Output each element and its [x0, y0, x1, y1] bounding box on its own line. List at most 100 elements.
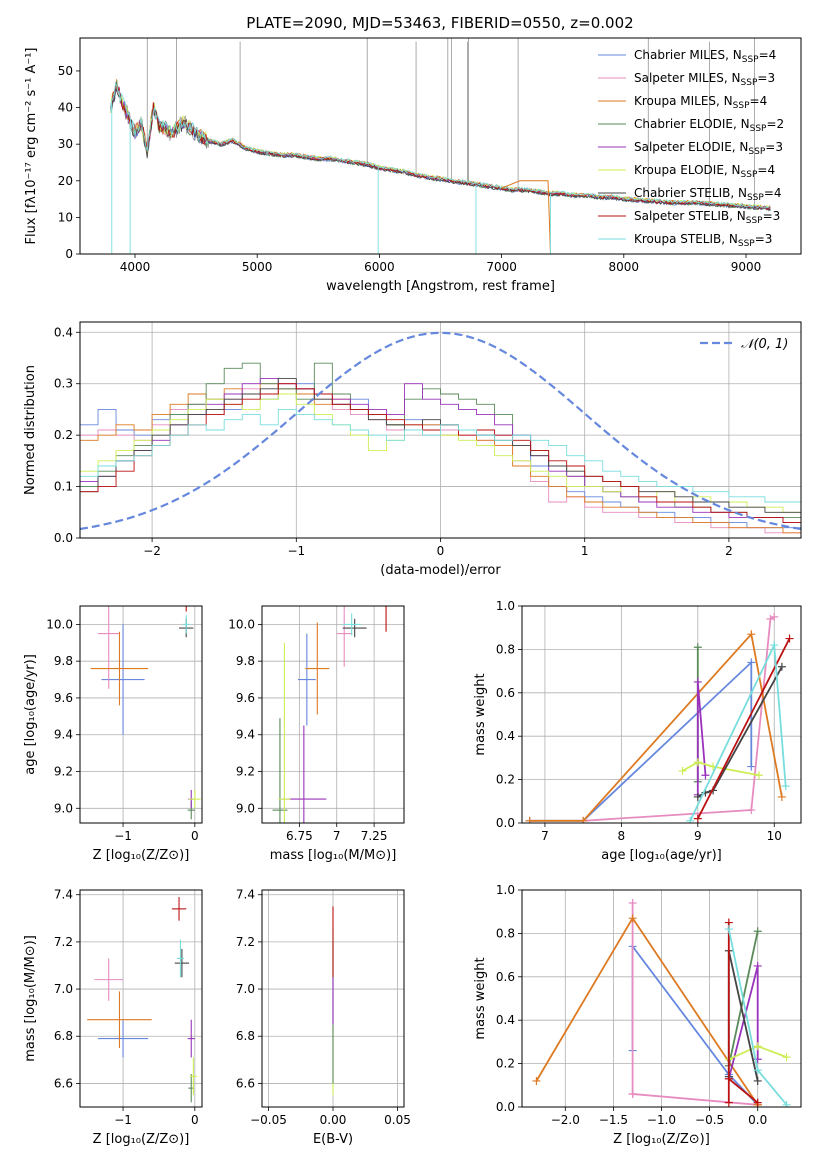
y-tick-label: 0.3: [54, 377, 73, 391]
mass-weight-marker: [766, 615, 775, 624]
x-tick-label: 0.05: [384, 1113, 411, 1127]
x-tick-label: −2.0: [551, 1113, 580, 1127]
mass-weight-lines: [525, 612, 794, 823]
x-tick-label: −1: [114, 1113, 132, 1127]
x-tick-label: 0.00: [320, 1113, 347, 1127]
y-axis-label: mass weight: [473, 957, 488, 1039]
legend-text: Salpeter ELODIE, N: [634, 140, 748, 154]
axes-age_vs_mass: 6.75 7 7.25 9.0 9.2 9.4 9.6 9.8 10.0 mass [log₁₀(…: [228, 605, 405, 863]
y-tick-label: 0.0: [54, 531, 73, 545]
x-tick-label: 7: [333, 829, 341, 843]
legend-text: =4: [750, 94, 768, 108]
x-tick-label: 2: [725, 544, 733, 558]
y-tick-label: 7.4: [236, 888, 255, 902]
legend-text: =4: [759, 48, 777, 62]
mass-weight-marker: [777, 792, 786, 801]
legend-entry: Salpeter MILES, NSSP=3: [634, 71, 775, 88]
y-tick-label: 9.2: [54, 765, 73, 779]
axes-frame: [261, 605, 405, 824]
mass-weight-marker: [686, 816, 695, 823]
legend-entry: Salpeter ELODIE, NSSP=3: [634, 140, 783, 157]
axes-frame: [79, 605, 203, 824]
mass-weight-marker: [693, 792, 702, 801]
legend-text: =3: [757, 71, 775, 85]
legend-subscript: SSP: [748, 147, 765, 157]
y-axis-label: age [log₁₀(age/yr)]: [23, 654, 38, 775]
mass-weight-marker: [747, 762, 756, 771]
legend-entry: Chabrier STELIB, NSSP=4: [634, 186, 782, 203]
x-tick-label: −1: [287, 544, 305, 558]
y-tick-label: 7.2: [236, 935, 255, 949]
y-tick-label: 0.4: [496, 729, 515, 743]
mass-weight-marker: [782, 1100, 791, 1107]
legend-text: =3: [765, 140, 783, 154]
x-tick-label: −1: [114, 829, 132, 843]
plot-layer: 4000 5000 6000 7000 8000 900001020304050wavel…: [23, 37, 802, 1147]
y-tick-label: 1.0: [496, 599, 515, 613]
x-tick-label: 7: [541, 829, 549, 843]
y-axis-label: Flux [fλ10⁻¹⁷ erg cm⁻² s⁻¹ A⁻¹]: [24, 48, 39, 245]
legend-text: =3: [763, 209, 781, 223]
legend-entry: Chabrier MILES, NSSP=4: [634, 48, 776, 65]
legend-text: =2: [766, 117, 784, 131]
histogram-lines: [80, 331, 801, 534]
legend-subscript: SSP: [741, 78, 758, 88]
legend-text: Chabrier ELODIE, N: [634, 117, 750, 131]
legend-entry: Salpeter STELIB, NSSP=3: [634, 209, 780, 226]
axes-frame: [521, 605, 802, 824]
y-tick-label: 0.2: [496, 773, 515, 787]
y-tick-label: 0.2: [496, 1057, 515, 1071]
y-tick-label: 9.2: [236, 765, 255, 779]
legend-entry: Chabrier ELODIE, NSSP=2: [634, 117, 784, 134]
x-tick-label: 8000: [609, 260, 640, 274]
y-tick-label: 6.6: [54, 1076, 73, 1090]
y-tick-label: 10.0: [228, 617, 255, 631]
mass-weight-marker: [693, 677, 702, 686]
axes-massweight_vs_age: 7 8 9 10 0.0 0.2 0.4 0.6 0.8 1.0 age [log₁₀(age/yr…: [473, 599, 802, 863]
mass-weight-marker: [628, 899, 637, 908]
y-tick-label: 0.8: [496, 642, 515, 656]
mass-weight-marker: [724, 1074, 733, 1083]
mass-weight-marker: [701, 771, 710, 780]
mass-weight-line: [696, 638, 791, 820]
mass-weight-marker: [693, 643, 702, 652]
mass-weight-marker: [525, 816, 534, 823]
legend-subscript: SSP: [750, 124, 767, 134]
histogram-step-line: [80, 408, 801, 503]
mass-weight-marker: [579, 816, 588, 823]
model-spectrum-line: [110, 86, 771, 212]
axes-frame: [521, 889, 802, 1108]
x-tick-label: 0: [191, 1113, 199, 1127]
x-axis-label: mass [log₁₀(M/M⊙)]: [270, 848, 397, 863]
axes-massweight_vs_Z: −2.0 −1.5 −1.0 −0.5 0.0 0.0 0.2 0.4 0.6 0.8 1.0 Z […: [473, 883, 802, 1147]
mass-weight-marker: [747, 630, 756, 639]
residual-legend: 𝒩(0, 1): [700, 337, 788, 352]
legend-subscript: SSP: [738, 239, 755, 249]
legend-text: =4: [764, 186, 782, 200]
x-tick-label: −2: [143, 544, 161, 558]
legend-text: Kroupa ELODIE, N: [634, 163, 741, 177]
mass-weight-marker: [628, 1089, 637, 1098]
legend-text: Chabrier MILES, N: [634, 48, 742, 62]
axes-frame: [79, 37, 802, 255]
y-tick-label: 9.8: [54, 654, 73, 668]
x-tick-label: −1.0: [647, 1113, 676, 1127]
y-tick-label: 9.6: [54, 691, 73, 705]
mass-weight-line: [682, 761, 760, 777]
mass-weight-marker: [777, 662, 786, 671]
x-tick-label: 1: [581, 544, 589, 558]
x-tick-label: 0: [437, 544, 445, 558]
axes-residuals: −2 −1 0 1 2 0.0 0.1 0.2 0.3 0.4 (data-model)/error…: [23, 321, 802, 578]
y-tick-label: 9.8: [236, 654, 255, 668]
x-axis-label: (data-model)/error: [380, 563, 501, 578]
mass-weight-marker: [628, 914, 637, 923]
mass-weight-line: [696, 681, 707, 795]
mass-weight-marker: [747, 805, 756, 814]
y-tick-label: 0.4: [496, 1013, 515, 1027]
y-tick-label: 0.6: [496, 970, 515, 984]
mass-weight-marker: [724, 925, 733, 934]
legend-text: Kroupa MILES, N: [634, 94, 733, 108]
errorbar-points: [87, 897, 197, 1103]
y-tick-label: 6.6: [236, 1076, 255, 1090]
y-tick-label: 40: [58, 101, 73, 115]
